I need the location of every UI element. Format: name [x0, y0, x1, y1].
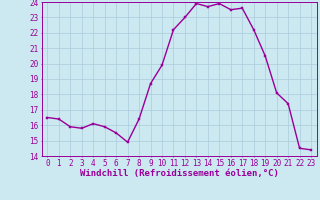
X-axis label: Windchill (Refroidissement éolien,°C): Windchill (Refroidissement éolien,°C) — [80, 169, 279, 178]
